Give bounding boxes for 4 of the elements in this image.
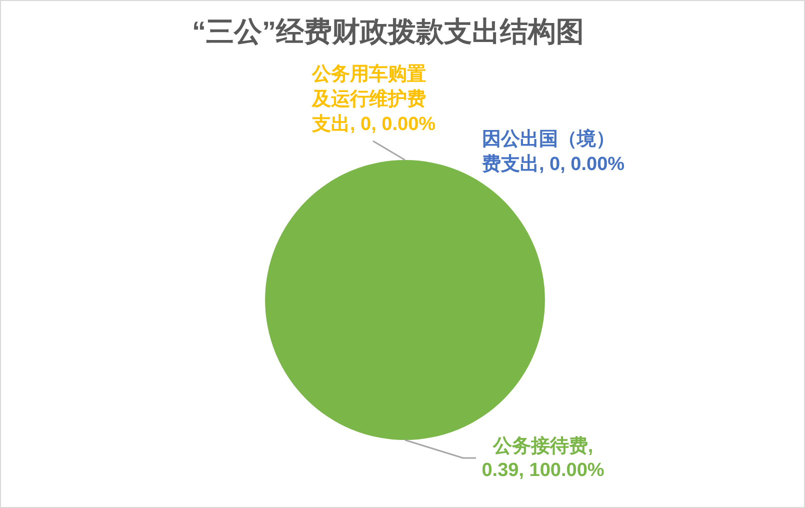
- category-label: 公务用车购置及运行维护费支出, 0, 0.00%: [312, 64, 436, 136]
- slice-label: 公务接待费, 0.39, 100.00%: [482, 435, 604, 482]
- chart-title: “三公”经费财政拨款支出结构图: [191, 15, 585, 49]
- category-label: 因公出国（境）费支出, 0, 0.00%: [482, 129, 625, 176]
